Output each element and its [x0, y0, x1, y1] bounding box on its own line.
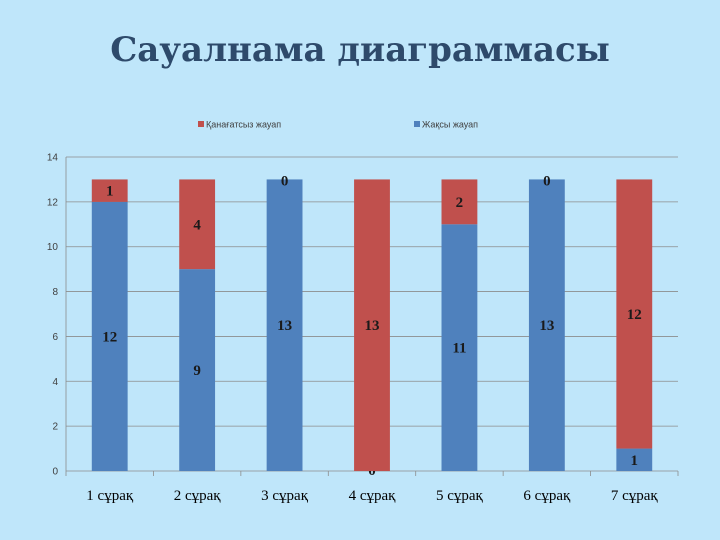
x-category-label: 2 сұрақ	[174, 488, 222, 504]
data-label: 0	[281, 173, 289, 189]
bar-good	[266, 179, 303, 471]
y-tick-label: 4	[52, 377, 58, 388]
y-tick-label: 12	[47, 197, 59, 208]
bar-good	[179, 269, 216, 471]
bar-unsat	[179, 179, 216, 270]
x-category-label: 5 сұрақ	[436, 488, 484, 504]
legend-swatch	[198, 121, 204, 127]
bar-unsat	[91, 179, 128, 202]
x-category-label: 6 сұрақ	[523, 488, 571, 504]
data-label: 13	[539, 318, 554, 334]
bar-good	[91, 201, 128, 471]
bar-unsat	[616, 179, 653, 449]
bar-unsat	[441, 179, 478, 225]
data-label: 2	[456, 195, 464, 211]
y-tick-label: 14	[47, 153, 59, 164]
y-tick-label: 10	[47, 242, 59, 253]
data-label: 12	[627, 307, 642, 323]
data-label: 11	[452, 341, 466, 357]
x-category-label: 4 сұрақ	[349, 488, 397, 504]
y-tick-label: 2	[52, 422, 58, 433]
data-label: 4	[193, 217, 201, 233]
x-category-label: 1 сұрақ	[86, 488, 134, 504]
data-label: 1	[106, 184, 114, 200]
x-category-label: 3 сұрақ	[261, 488, 309, 504]
bar-good	[528, 179, 565, 471]
y-tick-label: 0	[52, 467, 58, 478]
data-label: 13	[365, 318, 380, 334]
legend-swatch	[414, 121, 420, 127]
data-label: 9	[193, 363, 201, 379]
y-tick-label: 8	[52, 287, 58, 298]
slide-title: Сауалнама диаграммасы	[110, 30, 610, 70]
data-label: 13	[277, 318, 292, 334]
data-label: 12	[102, 329, 117, 345]
bar-good	[441, 224, 478, 471]
bar-good	[616, 448, 653, 471]
legend-label: Жақсы жауап	[422, 120, 478, 130]
legend-label: Қанағатсыз жауап	[206, 120, 281, 130]
bar-unsat	[354, 179, 390, 471]
data-label: 0	[543, 173, 551, 189]
x-category-label: 7 сұрақ	[611, 488, 659, 504]
y-tick-label: 6	[52, 332, 58, 343]
data-label: 1	[631, 453, 639, 469]
